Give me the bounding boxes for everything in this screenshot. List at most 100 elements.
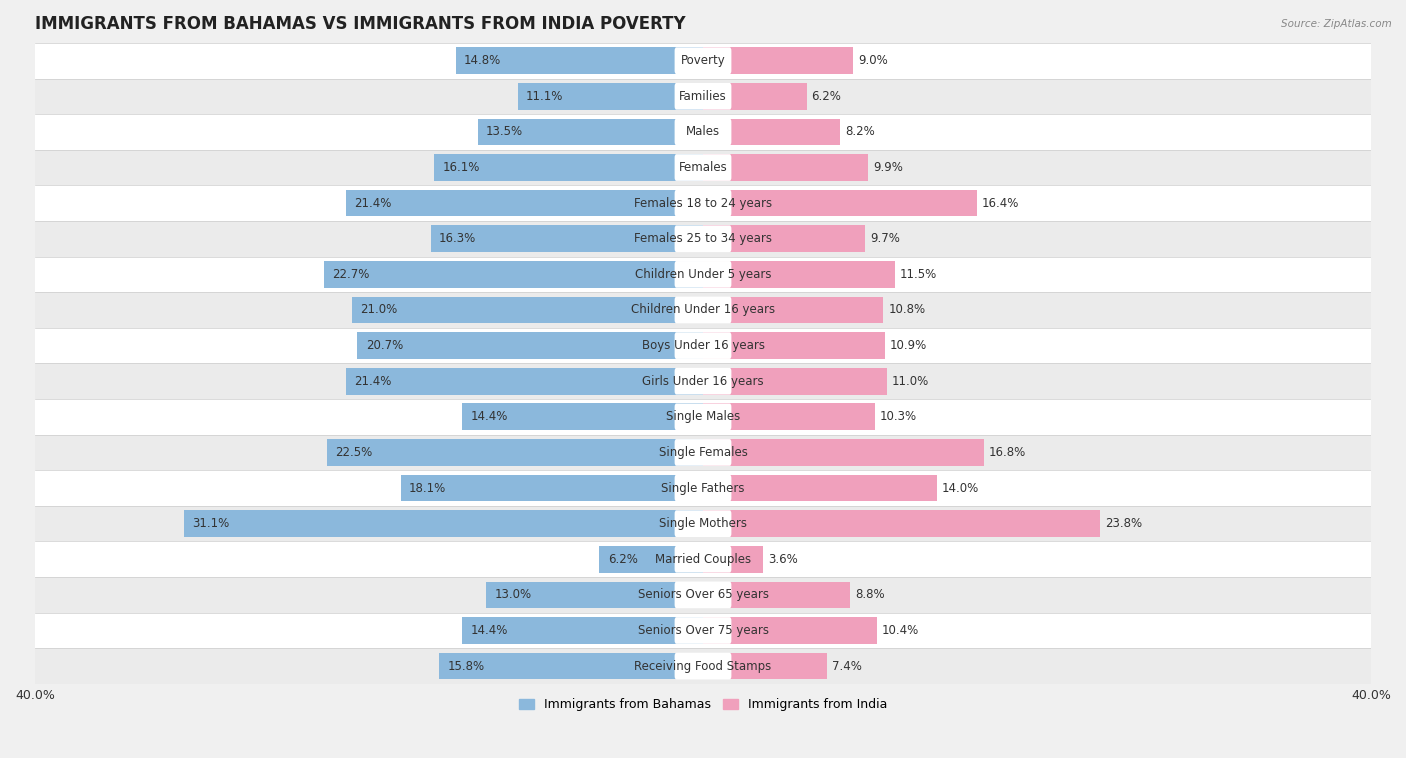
FancyBboxPatch shape [675,118,731,146]
FancyBboxPatch shape [675,154,731,181]
Text: Females: Females [679,161,727,174]
Text: 16.8%: 16.8% [988,446,1026,459]
Text: 14.8%: 14.8% [464,54,502,67]
Text: 8.8%: 8.8% [855,588,884,601]
Text: 7.4%: 7.4% [831,659,862,672]
Text: Boys Under 16 years: Boys Under 16 years [641,339,765,352]
FancyBboxPatch shape [675,653,731,679]
Bar [346,368,703,395]
Text: 8.2%: 8.2% [845,125,875,139]
Bar [35,256,1371,292]
Text: Single Fathers: Single Fathers [661,481,745,494]
FancyBboxPatch shape [675,510,731,537]
Bar [703,510,1101,537]
Bar [35,434,1371,470]
FancyBboxPatch shape [675,83,731,110]
Text: 10.8%: 10.8% [889,303,925,317]
Text: 20.7%: 20.7% [366,339,404,352]
FancyBboxPatch shape [675,225,731,252]
Bar [35,327,1371,363]
Text: 10.3%: 10.3% [880,410,917,423]
Bar [703,296,883,324]
Bar [184,510,703,537]
Bar [357,332,703,359]
Text: 16.1%: 16.1% [443,161,479,174]
FancyBboxPatch shape [675,475,731,501]
Bar [35,292,1371,327]
Bar [35,648,1371,684]
Text: 13.5%: 13.5% [486,125,523,139]
Bar [346,190,703,217]
Text: 16.4%: 16.4% [981,196,1019,210]
FancyBboxPatch shape [675,368,731,395]
Bar [703,439,984,465]
FancyBboxPatch shape [675,546,731,572]
Bar [35,470,1371,506]
Bar [478,118,703,146]
Bar [35,612,1371,648]
Text: 22.7%: 22.7% [332,268,370,281]
Text: 21.4%: 21.4% [354,374,391,387]
Bar [703,475,936,501]
Text: Girls Under 16 years: Girls Under 16 years [643,374,763,387]
Bar [35,506,1371,541]
Text: Females 25 to 34 years: Females 25 to 34 years [634,232,772,246]
Text: 3.6%: 3.6% [768,553,797,565]
Bar [35,363,1371,399]
Text: 13.0%: 13.0% [495,588,531,601]
Text: Females 18 to 24 years: Females 18 to 24 years [634,196,772,210]
Text: Poverty: Poverty [681,54,725,67]
Text: 22.5%: 22.5% [336,446,373,459]
FancyBboxPatch shape [675,617,731,644]
Text: 11.0%: 11.0% [891,374,929,387]
FancyBboxPatch shape [675,296,731,324]
Text: 14.0%: 14.0% [942,481,979,494]
Bar [430,225,703,252]
Bar [703,368,887,395]
Text: 15.8%: 15.8% [447,659,485,672]
Text: Source: ZipAtlas.com: Source: ZipAtlas.com [1281,19,1392,29]
FancyBboxPatch shape [675,261,731,288]
Text: Children Under 5 years: Children Under 5 years [634,268,772,281]
Bar [703,403,875,431]
Bar [323,261,703,288]
Bar [463,617,703,644]
Text: 18.1%: 18.1% [409,481,446,494]
Text: Receiving Food Stamps: Receiving Food Stamps [634,659,772,672]
Bar [434,154,703,181]
Bar [401,475,703,501]
Bar [703,581,851,608]
Bar [35,150,1371,186]
Text: 6.2%: 6.2% [607,553,638,565]
FancyBboxPatch shape [675,403,731,431]
Text: Married Couples: Married Couples [655,553,751,565]
FancyBboxPatch shape [675,332,731,359]
Bar [35,79,1371,114]
Bar [703,83,807,110]
Text: 9.9%: 9.9% [873,161,903,174]
Text: 31.1%: 31.1% [193,517,229,530]
Bar [703,653,827,679]
Text: Seniors Over 65 years: Seniors Over 65 years [637,588,769,601]
Text: Males: Males [686,125,720,139]
Text: Single Males: Single Males [666,410,740,423]
Text: Seniors Over 75 years: Seniors Over 75 years [637,624,769,637]
Bar [456,47,703,74]
Bar [35,43,1371,79]
Text: 10.9%: 10.9% [890,339,928,352]
Bar [703,261,896,288]
Text: 10.4%: 10.4% [882,624,920,637]
Text: 14.4%: 14.4% [471,410,508,423]
Bar [599,546,703,572]
Text: 21.0%: 21.0% [360,303,398,317]
FancyBboxPatch shape [675,47,731,74]
Text: Single Mothers: Single Mothers [659,517,747,530]
Text: Children Under 16 years: Children Under 16 years [631,303,775,317]
Bar [328,439,703,465]
FancyBboxPatch shape [675,581,731,608]
Bar [35,577,1371,612]
Text: 16.3%: 16.3% [439,232,477,246]
Text: 9.0%: 9.0% [858,54,889,67]
Bar [486,581,703,608]
Bar [35,399,1371,434]
